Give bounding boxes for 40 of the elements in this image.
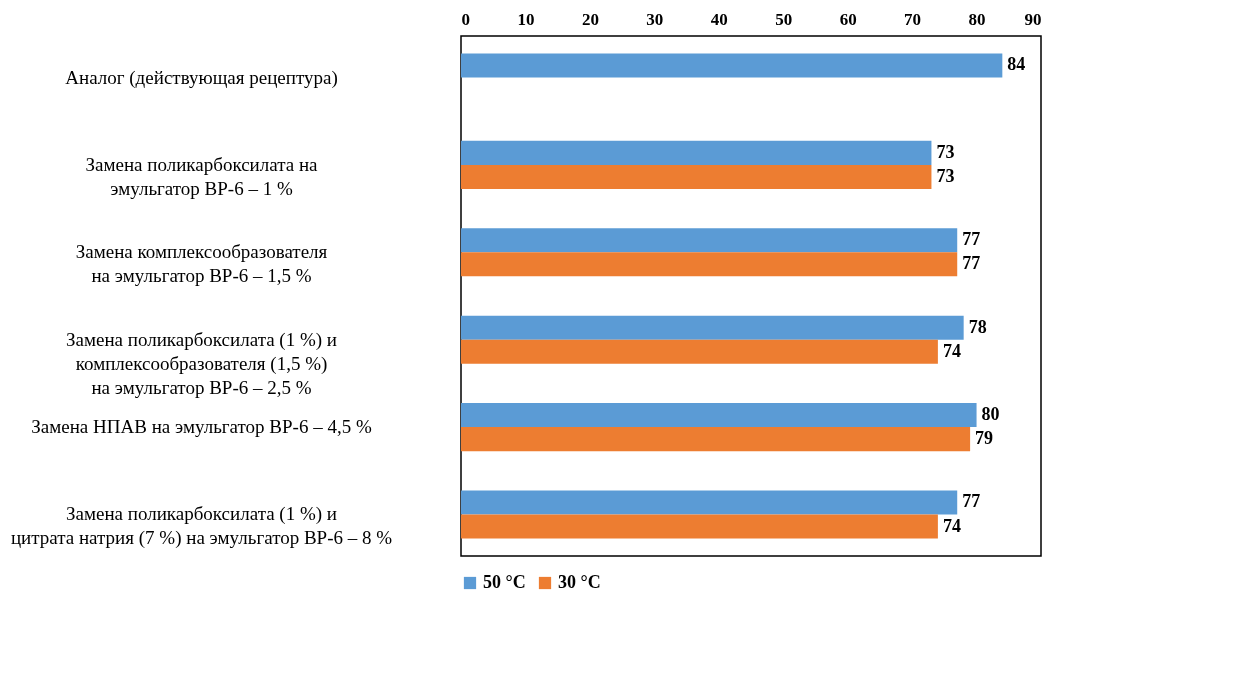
bar bbox=[461, 228, 958, 253]
x-tick-label: 40 bbox=[710, 9, 728, 29]
x-tick-label: 80 bbox=[968, 9, 986, 29]
legend-label: 30 °C bbox=[558, 572, 601, 592]
bar bbox=[461, 490, 958, 515]
bar bbox=[461, 252, 958, 277]
x-tick-label: 0 bbox=[461, 9, 470, 29]
data-label: 74 bbox=[942, 515, 961, 536]
data-label: 73 bbox=[936, 165, 955, 186]
bar bbox=[461, 315, 964, 340]
x-tick-label: 50 bbox=[775, 9, 793, 29]
legend-label: 50 °C bbox=[483, 572, 526, 592]
data-label: 78 bbox=[968, 316, 987, 337]
data-label: 80 bbox=[981, 404, 1000, 425]
bar bbox=[461, 53, 1003, 78]
x-tick-label: 90 bbox=[1024, 9, 1042, 29]
data-label: 84 bbox=[1007, 54, 1026, 75]
data-label: 74 bbox=[942, 340, 961, 361]
data-label: 73 bbox=[936, 141, 955, 162]
x-tick-label: 10 bbox=[517, 9, 535, 29]
bar bbox=[461, 514, 938, 539]
data-label: 77 bbox=[962, 229, 981, 250]
y-tick-label: Замена НПАВ на эмульгатор ВР-6 – 4,5 % bbox=[31, 416, 372, 438]
bar bbox=[461, 403, 977, 428]
y-tick-label: Замена комплексообразователя на эмульгатор ВР-6 – 1,5 % bbox=[75, 241, 328, 287]
x-tick-label: 30 bbox=[646, 9, 664, 29]
y-tick-label: Замена поликарбоксилата на эмульгатор ВР-6 – 1 % bbox=[85, 153, 319, 199]
bar bbox=[461, 339, 938, 364]
y-tick-label: Замена поликарбоксилата (1 %) и цитрата натрия (7 %) на эмульгатор ВР-6 – 8 % bbox=[10, 503, 393, 550]
data-label: 79 bbox=[975, 428, 994, 449]
x-tick-label: 60 bbox=[839, 9, 857, 29]
y-tick-label: Аналог (действующая рецептура) bbox=[65, 66, 338, 89]
data-label: 77 bbox=[962, 253, 981, 274]
x-tick-label: 20 bbox=[581, 9, 599, 29]
x-tick-label: 70 bbox=[904, 9, 922, 29]
bar bbox=[461, 164, 932, 189]
bar bbox=[461, 427, 971, 452]
y-tick-label: Замена поликарбоксилата (1 %) и комплексообразователя (1,5 %) на эмульгатор ВР-6 – 2,5 % bbox=[65, 328, 338, 398]
data-label: 77 bbox=[962, 491, 981, 512]
bar bbox=[461, 140, 932, 165]
